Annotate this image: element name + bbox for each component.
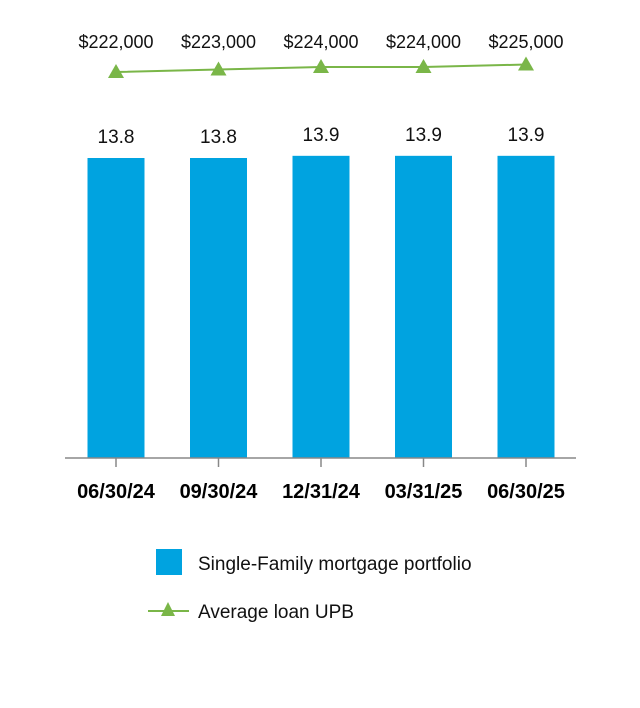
bar-value-label: 13.9 [508,125,545,146]
x-axis-ticks [115,458,527,467]
line-point-marker [210,61,227,76]
line-value-label: $224,000 [386,32,461,52]
line-point-marker [518,56,534,71]
x-axis-tick-labels: 06/30/24 09/30/24 12/31/24 03/31/25 06/30/25 [77,481,565,503]
x-axis-tick-label: 12/31/24 [282,481,361,503]
bar [497,155,555,458]
bar [87,158,145,458]
bar [292,155,350,458]
line-series-layer [108,56,534,78]
bar-value-label: 13.9 [405,125,442,146]
bar-value-label: 13.8 [200,127,237,148]
legend-bar-label: Single-Family mortgage portfolio [198,554,472,575]
bar-value-label: 13.8 [98,127,135,148]
legend-bar-swatch [156,549,182,575]
line-point-marker [313,59,329,73]
bars-layer [87,155,555,458]
line-value-label: $222,000 [78,32,153,52]
bar [190,158,247,458]
legend-line-label: Average loan UPB [198,602,354,623]
line-point-marker [415,59,432,73]
x-axis-tick-label: 06/30/25 [487,481,565,503]
bar-value-label: 13.9 [303,125,340,146]
legend: Single-Family mortgage portfolio Average… [148,549,472,623]
legend-triangle-marker-icon [161,602,175,616]
x-axis-tick-label: 03/31/25 [385,481,463,503]
bar [395,155,452,458]
x-axis-tick-label: 09/30/24 [180,481,259,503]
line-value-labels: $222,000 $223,000 $224,000 $224,000 $225,000 [78,32,563,52]
line-point-marker [108,64,124,78]
bar-value-labels: 13.8 13.8 13.9 13.9 13.9 [98,125,545,148]
line-value-label: $223,000 [181,32,256,52]
x-axis-tick-label: 06/30/24 [77,481,156,503]
line-value-label: $225,000 [488,32,563,52]
line-value-label: $224,000 [283,32,358,52]
